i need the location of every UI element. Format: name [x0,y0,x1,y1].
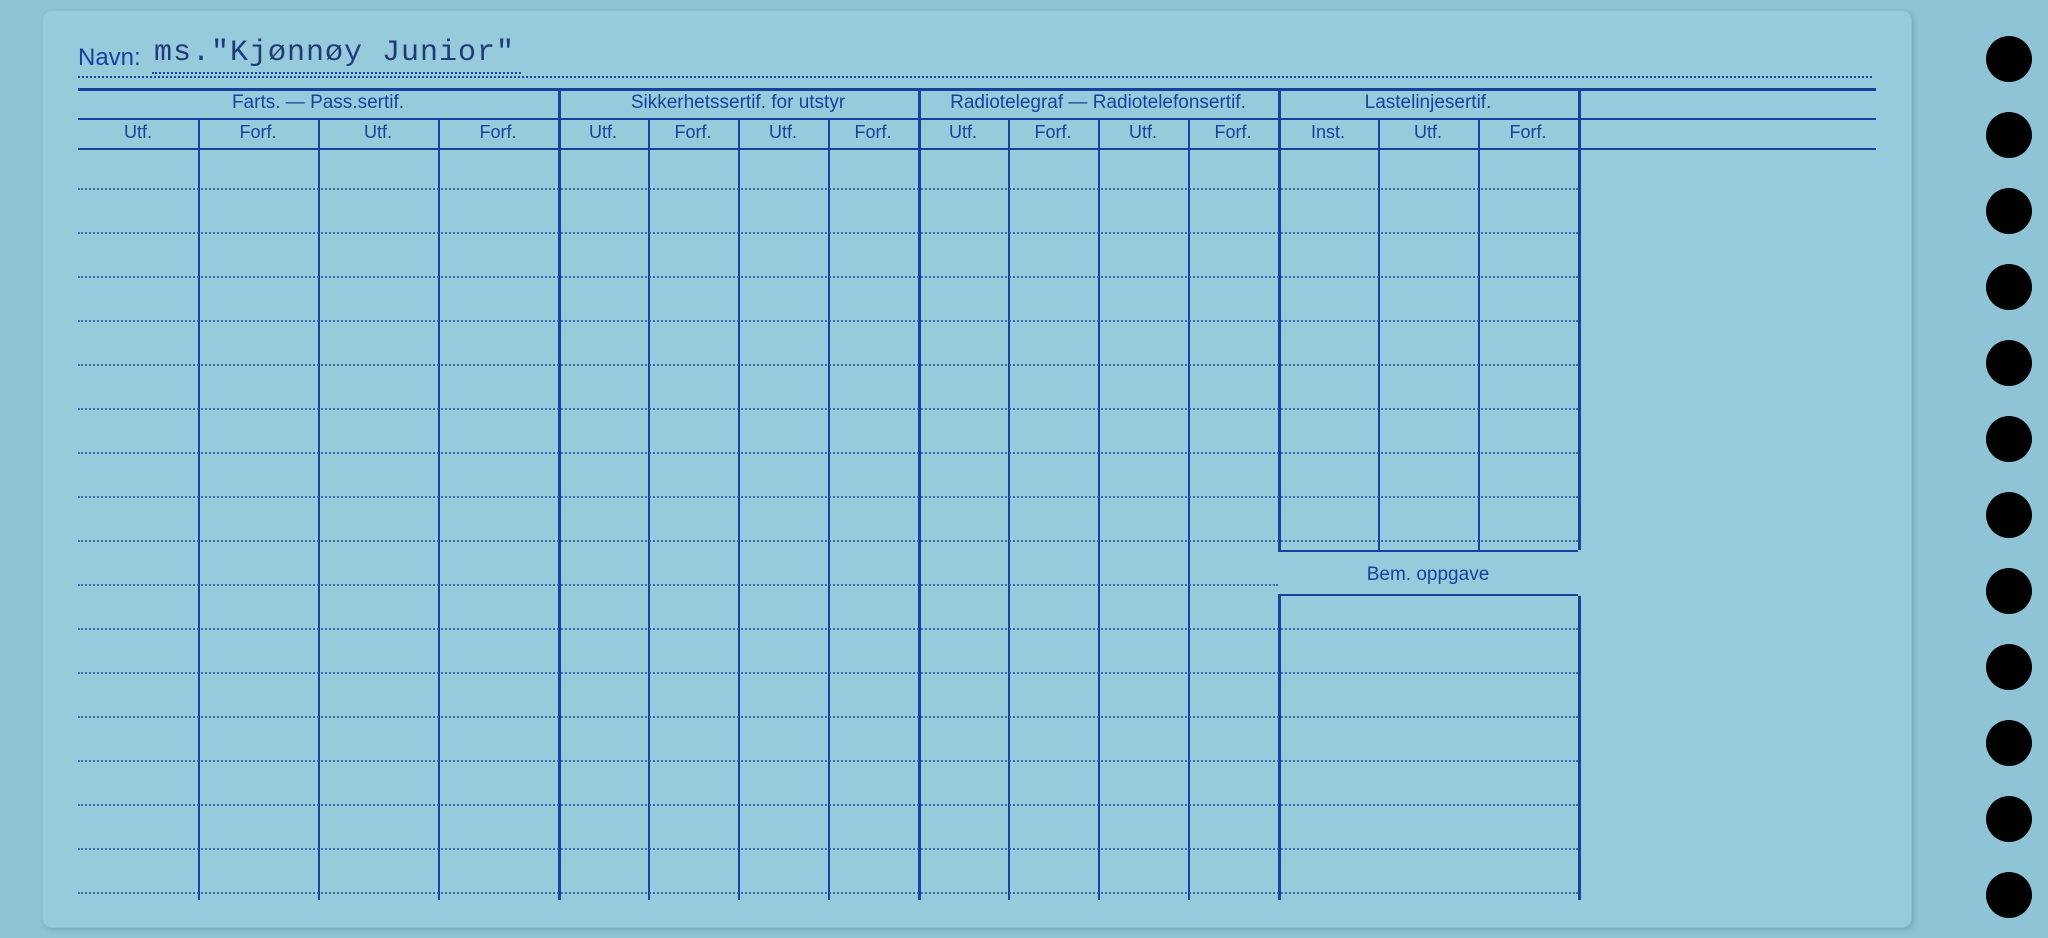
binder-hole [1986,112,2032,158]
dotted-row [78,364,1578,366]
vline-col [198,118,200,900]
vline-col [738,118,740,900]
record-card: Navn: ms."Kjønnøy Junior" Farts. — Pass.… [42,10,1912,928]
vline-group [1578,596,1581,900]
certificate-grid: Farts. — Pass.sertif. Sikkerhetssertif. … [78,88,1876,900]
vline-group [918,88,921,900]
binder-hole [1986,416,2032,462]
col-forf: Forf. [438,122,558,146]
col-forf: Forf. [198,122,318,146]
binder-hole [1986,340,2032,386]
bem-oppgave-label: Bem. oppgave [1278,564,1578,586]
dotted-row [78,584,1278,586]
page-background: Navn: ms."Kjønnøy Junior" Farts. — Pass.… [0,0,2048,938]
bem-oppgave-box: Bem. oppgave [1278,550,1578,596]
col-forf: Forf. [1188,122,1278,146]
grid-topline [78,88,1876,91]
vline-group [1578,88,1581,550]
dotted-row [78,892,1578,894]
dotted-row [78,452,1578,454]
vline-col [648,118,650,900]
vline-col [438,118,440,900]
grid-subhead-line [78,118,1876,120]
dotted-row [78,672,1578,674]
binder-hole [1986,264,2032,310]
dotted-row [78,232,1578,234]
dotted-row [78,848,1578,850]
group-header-lastelinje: Lastelinjesertif. [1278,92,1578,116]
col-forf: Forf. [1008,122,1098,146]
dotted-row [78,804,1578,806]
group-header-farts: Farts. — Pass.sertif. [78,92,558,116]
col-forf: Forf. [828,122,918,146]
vline-group [1278,88,1281,900]
col-inst: Inst. [1278,122,1378,146]
col-utf: Utf. [1378,122,1478,146]
binder-hole [1986,644,2032,690]
vline-col [1378,118,1380,550]
dotted-row [78,320,1578,322]
vline-col [1478,118,1480,550]
dotted-row [78,276,1578,278]
vline-col [1188,118,1190,900]
col-utf: Utf. [1098,122,1188,146]
dotted-row [78,188,1578,190]
dotted-row [78,716,1578,718]
binder-hole [1986,720,2032,766]
col-utf: Utf. [918,122,1008,146]
col-utf: Utf. [318,122,438,146]
group-header-sikkerhet: Sikkerhetssertif. for utstyr [558,92,918,116]
col-forf: Forf. [1478,122,1578,146]
binder-hole [1986,872,2032,918]
group-header-radio: Radiotelegraf — Radiotelefonsertif. [918,92,1278,116]
name-row: Navn: ms."Kjønnøy Junior" [78,38,1872,78]
binder-hole [1986,568,2032,614]
dotted-row [78,496,1578,498]
col-utf: Utf. [558,122,648,146]
col-forf: Forf. [648,122,738,146]
vline-col [1008,118,1010,900]
vline-col [1098,118,1100,900]
vline-col [318,118,320,900]
col-utf: Utf. [738,122,828,146]
dotted-row [78,628,1578,630]
binder-holes [1986,36,2032,938]
dotted-row [78,540,1578,542]
col-utf: Utf. [78,122,198,146]
binder-hole [1986,492,2032,538]
binder-hole [1986,36,2032,82]
grid-subhead-line2 [78,148,1876,150]
dotted-row [78,408,1578,410]
dotted-row [78,760,1578,762]
name-value: ms."Kjønnøy Junior" [152,36,521,74]
binder-hole [1986,188,2032,234]
vline-group [558,88,561,900]
name-label: Navn: [78,44,141,72]
vline-col [828,118,830,900]
binder-hole [1986,796,2032,842]
